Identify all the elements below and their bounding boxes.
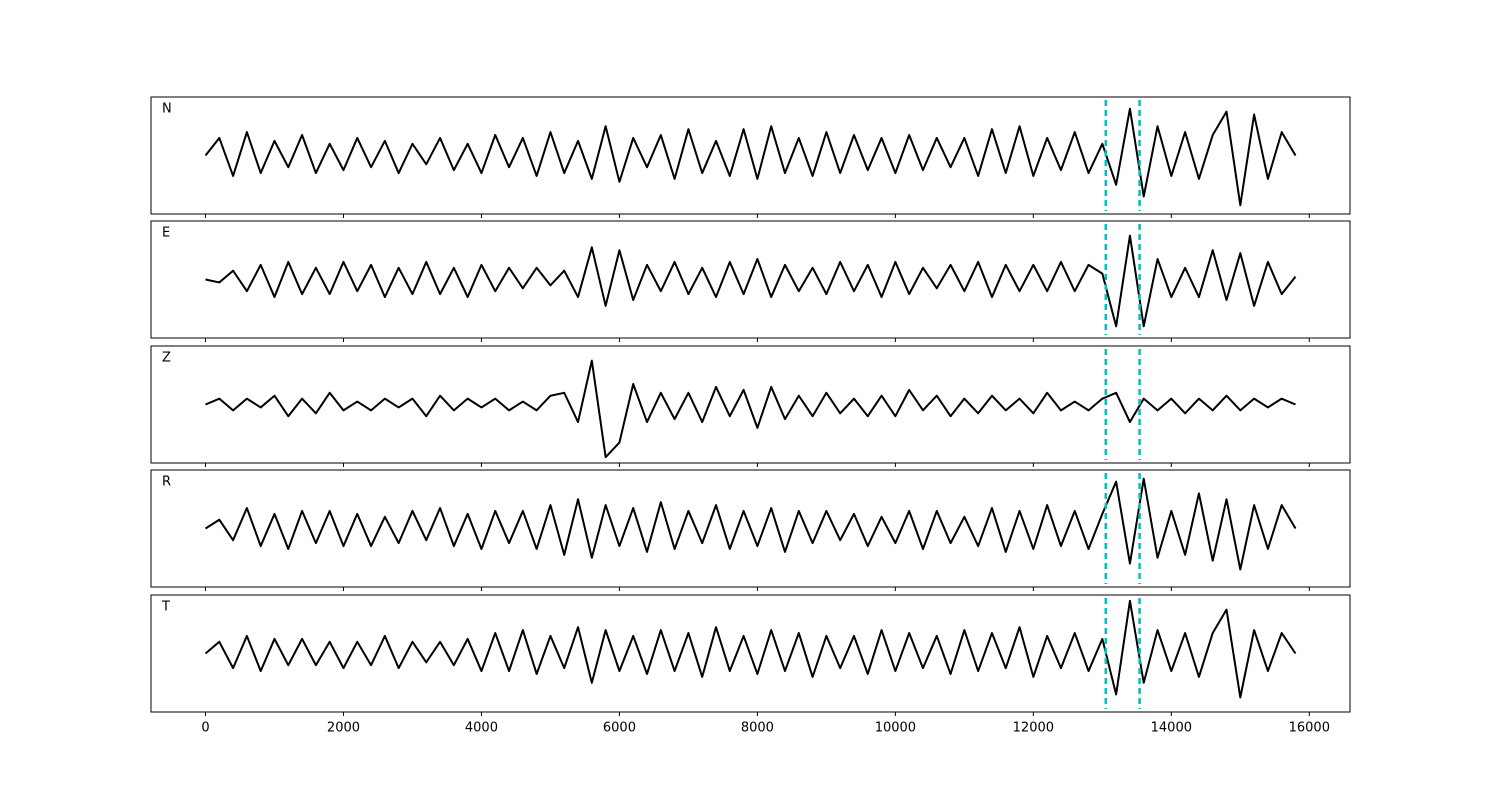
panel-label: Z bbox=[162, 351, 171, 366]
panel-frame bbox=[150, 594, 1351, 713]
x-tick-label: 14000 bbox=[1151, 721, 1192, 736]
panel-frame bbox=[150, 469, 1351, 588]
x-tick-label: 10000 bbox=[875, 721, 916, 736]
x-tick-label: 8000 bbox=[741, 721, 774, 736]
trace bbox=[204, 477, 1297, 571]
x-tick-label: 12000 bbox=[1013, 721, 1054, 736]
panel-frame bbox=[150, 96, 1351, 215]
x-tick-label: 0 bbox=[201, 721, 209, 736]
x-tick-label: 2000 bbox=[327, 721, 360, 736]
panel-frame bbox=[150, 345, 1351, 464]
panel-label: R bbox=[162, 475, 171, 490]
x-tick-label: 4000 bbox=[465, 721, 498, 736]
trace bbox=[204, 599, 1297, 699]
panel-label: N bbox=[162, 102, 172, 117]
trace bbox=[205, 359, 1296, 459]
panel-label: E bbox=[162, 226, 170, 241]
panel-label: T bbox=[161, 600, 170, 615]
x-tick-label: 16000 bbox=[1289, 721, 1330, 736]
panel-frame bbox=[150, 220, 1351, 339]
trace bbox=[205, 234, 1297, 328]
x-tick-label: 6000 bbox=[603, 721, 636, 736]
trace bbox=[204, 107, 1297, 207]
